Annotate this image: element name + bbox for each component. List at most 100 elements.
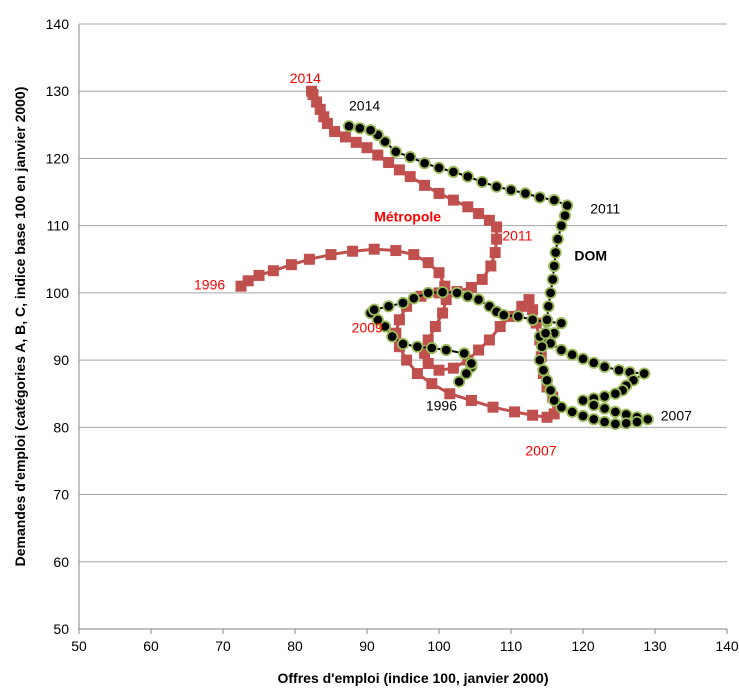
annotation-label: 2009	[352, 320, 383, 336]
data-point	[419, 179, 431, 191]
data-point	[347, 245, 359, 257]
data-point	[587, 356, 600, 369]
data-point	[422, 257, 434, 269]
data-point	[419, 347, 431, 359]
data-point	[558, 209, 572, 222]
data-point	[609, 417, 622, 431]
data-point	[408, 249, 420, 261]
y-tick-label: 70	[53, 487, 69, 503]
data-point	[447, 194, 459, 206]
data-point	[432, 161, 446, 174]
data-point	[433, 267, 445, 279]
annotation-label: 2007	[525, 443, 556, 459]
data-point	[548, 394, 561, 407]
data-point	[389, 145, 402, 158]
data-point	[533, 191, 546, 204]
data-point	[460, 367, 473, 380]
data-point	[549, 246, 562, 259]
data-point	[535, 340, 549, 353]
data-point	[253, 269, 265, 281]
data-point	[325, 249, 337, 261]
data-point	[429, 321, 441, 332]
data-point	[598, 360, 611, 373]
data-point	[540, 313, 554, 326]
data-point	[465, 357, 478, 370]
x-tick-label: 120	[571, 638, 595, 654]
data-series	[235, 85, 654, 431]
data-point	[364, 124, 377, 137]
x-tick-label: 100	[427, 638, 451, 654]
data-point	[372, 149, 384, 161]
data-point	[512, 310, 525, 323]
data-point	[303, 253, 315, 265]
data-point	[490, 180, 503, 193]
data-point	[318, 111, 330, 123]
data-point	[509, 406, 521, 418]
data-point	[519, 187, 532, 200]
annotation-label: 2014	[349, 98, 380, 114]
data-point	[526, 313, 539, 326]
data-point	[436, 286, 449, 299]
data-point	[383, 156, 395, 168]
y-tick-label: 80	[53, 419, 69, 435]
data-point	[450, 286, 464, 299]
data-point	[439, 280, 451, 292]
axes: 50 60 70 80 90 100 110 120 130 140 50 60 70 80 90 100 11…	[46, 16, 739, 654]
data-point	[368, 243, 380, 255]
data-point	[390, 245, 402, 257]
annotation-label: 1996	[426, 398, 457, 414]
data-point	[329, 126, 341, 138]
data-point	[494, 321, 506, 332]
data-point	[476, 273, 488, 285]
data-point	[539, 327, 552, 340]
data-point	[527, 409, 539, 421]
data-point	[546, 273, 559, 286]
data-point	[425, 341, 438, 355]
y-tick-label: 120	[46, 150, 70, 166]
y-tick-label: 50	[53, 621, 69, 637]
data-point	[497, 308, 510, 322]
data-point	[350, 136, 362, 148]
data-point	[548, 194, 561, 207]
x-tick-label: 110	[500, 638, 523, 654]
data-point	[487, 401, 499, 413]
data-point	[368, 303, 381, 316]
data-point	[540, 374, 554, 387]
y-tick-label: 100	[46, 285, 70, 301]
data-point	[587, 399, 600, 412]
annotation-label: 1996	[194, 277, 225, 293]
annotation-label: Métropole	[374, 209, 441, 225]
data-point	[353, 122, 366, 135]
data-point	[393, 314, 405, 326]
data-point	[476, 175, 489, 189]
data-point	[533, 354, 546, 367]
data-point	[598, 390, 611, 403]
data-point	[433, 187, 445, 199]
data-point	[306, 85, 318, 97]
data-point	[433, 364, 445, 376]
data-point	[440, 343, 453, 357]
y-tick-label: 60	[53, 554, 69, 570]
annotation-label: 2014	[290, 70, 321, 86]
data-point	[576, 352, 590, 365]
data-point	[361, 142, 373, 154]
annotation-label: 2007	[661, 408, 692, 424]
data-point	[576, 394, 590, 407]
annotations: 2014 2014 Métropole 2011 2011 DOM 1996 2009 1996…	[194, 70, 692, 458]
data-point	[555, 401, 568, 414]
data-point	[598, 402, 611, 415]
data-point	[527, 304, 539, 316]
data-point	[422, 357, 434, 369]
data-point	[426, 378, 438, 390]
data-point	[612, 364, 626, 377]
data-point	[620, 417, 633, 430]
data-point	[386, 330, 399, 343]
data-point	[411, 368, 423, 380]
data-point	[555, 343, 568, 357]
data-point	[541, 411, 553, 423]
y-tick-label: 140	[46, 16, 70, 32]
data-point	[418, 157, 431, 170]
data-point	[378, 135, 392, 148]
